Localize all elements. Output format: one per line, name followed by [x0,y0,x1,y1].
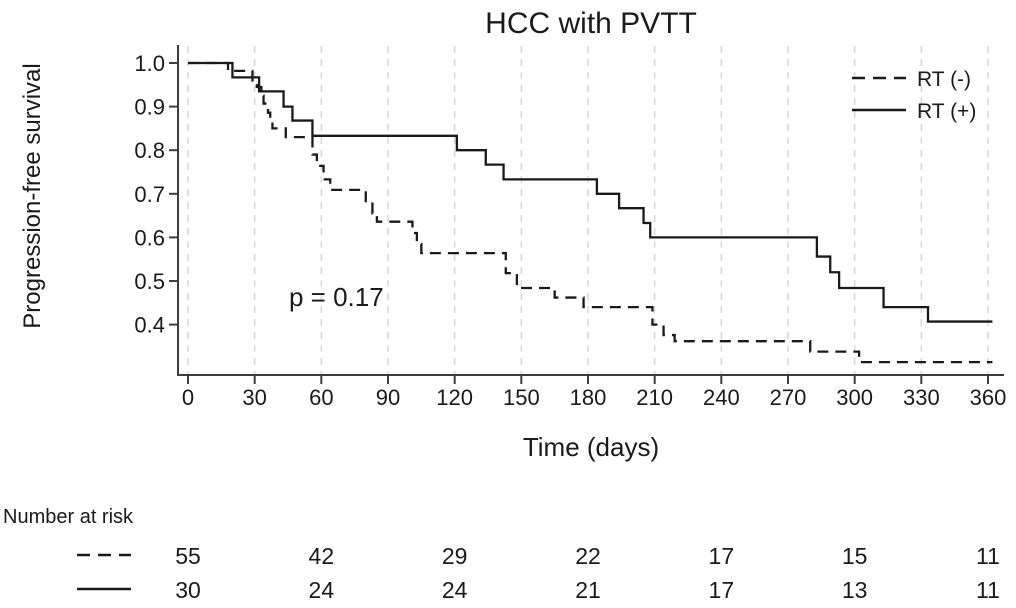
risk-count: 22 [575,543,601,569]
risk-count: 29 [442,543,468,569]
risk-count: 17 [709,577,735,603]
risk-count: 24 [309,577,335,603]
survival-curve-rt-plus [188,61,993,323]
x-tick-label: 300 [836,385,873,410]
y-tick-label: 0.6 [134,225,165,250]
survival-curves [188,61,993,364]
risk-count: 21 [575,577,601,603]
y-axis-ticks: 0.4 0.5 0.6 0.7 0.8 0.9 1.0 [134,51,178,338]
x-axis-label: Time (days) [523,432,659,462]
axes [177,45,1004,376]
risk-count: 42 [309,543,335,569]
risk-count: 13 [842,577,868,603]
risk-table-label: Number at risk [3,506,134,528]
p-value-annotation: p = 0.17 [289,282,384,312]
risk-table: Number at risk 55 42 29 22 17 15 11 30 24 24 21 17 1… [3,506,1000,603]
x-axis-ticks: 0 30 60 90 120 150 180 210 240 270 300 330 360 [182,375,1006,410]
risk-count: 17 [709,543,735,569]
x-tick-label: 90 [376,385,400,410]
risk-count: 30 [175,577,201,603]
y-tick-label: 0.5 [134,269,165,294]
y-tick-label: 0.8 [134,138,165,163]
y-axis-label: Progression-free survival [19,63,46,328]
legend-label-rt-minus: RT (-) [917,68,971,91]
risk-count: 11 [976,543,1000,569]
x-tick-label: 330 [903,385,940,410]
gridlines [187,46,989,374]
legend: RT (-) RT (+) [852,68,976,123]
x-tick-label: 360 [970,385,1007,410]
x-tick-label: 30 [242,385,266,410]
risk-count: 24 [442,577,468,603]
y-tick-label: 0.4 [134,313,165,338]
x-tick-label: 210 [636,385,673,410]
x-tick-label: 120 [436,385,473,410]
x-tick-label: 150 [503,385,540,410]
x-tick-label: 180 [570,385,607,410]
risk-count: 55 [175,543,201,569]
y-tick-label: 0.7 [134,182,165,207]
chart-title: HCC with PVTT [485,7,697,40]
x-tick-label: 240 [703,385,740,410]
y-tick-label: 1.0 [134,51,165,76]
survival-curve-rt-minus [188,61,993,364]
x-tick-label: 270 [770,385,807,410]
x-tick-label: 0 [182,385,194,410]
risk-count: 15 [842,543,868,569]
x-tick-label: 60 [309,385,333,410]
legend-label-rt-plus: RT (+) [917,100,976,123]
y-tick-label: 0.9 [134,95,165,120]
risk-table-counts: 55 42 29 22 17 15 11 30 24 24 21 17 13 11 [175,543,1000,603]
risk-count: 11 [976,577,1000,603]
